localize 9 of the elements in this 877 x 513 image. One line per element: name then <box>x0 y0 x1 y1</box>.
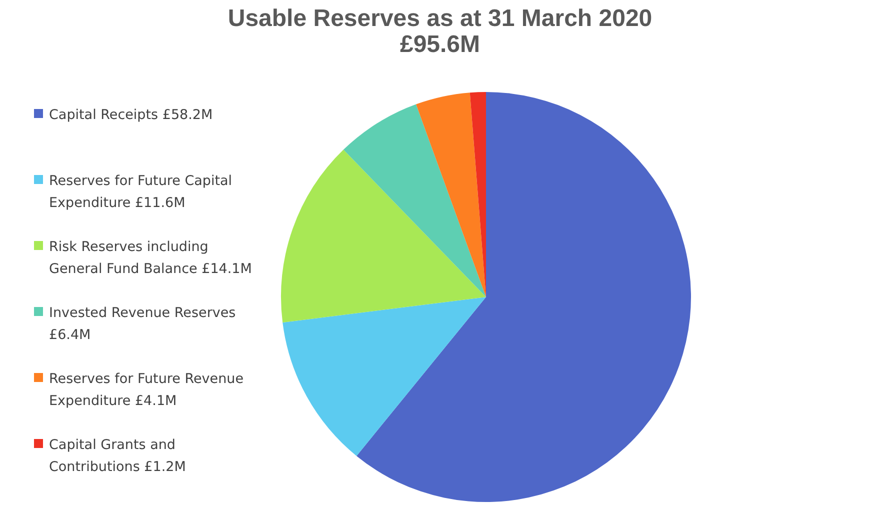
chart-subtitle: £95.6M <box>398 31 482 58</box>
legend-label: Risk Reserves including General Fund Balance £14.1M <box>49 238 253 279</box>
legend-label: Reserves for Future Capital Expenditure £11.6M <box>49 172 234 213</box>
legend-label: Invested Revenue Reserves <box>49 305 236 321</box>
legend-label: Capital Grants and Contributions £1.2M <box>49 436 187 477</box>
chart-title: Usable Reserves as at 31 March 2020 <box>226 5 654 32</box>
legend-label: Capital Receipts £58.2M <box>49 106 213 125</box>
data-label: £6.4M <box>49 327 91 343</box>
legend-label: Reserves for Future Revenue Expenditure £4.1M <box>49 370 245 411</box>
